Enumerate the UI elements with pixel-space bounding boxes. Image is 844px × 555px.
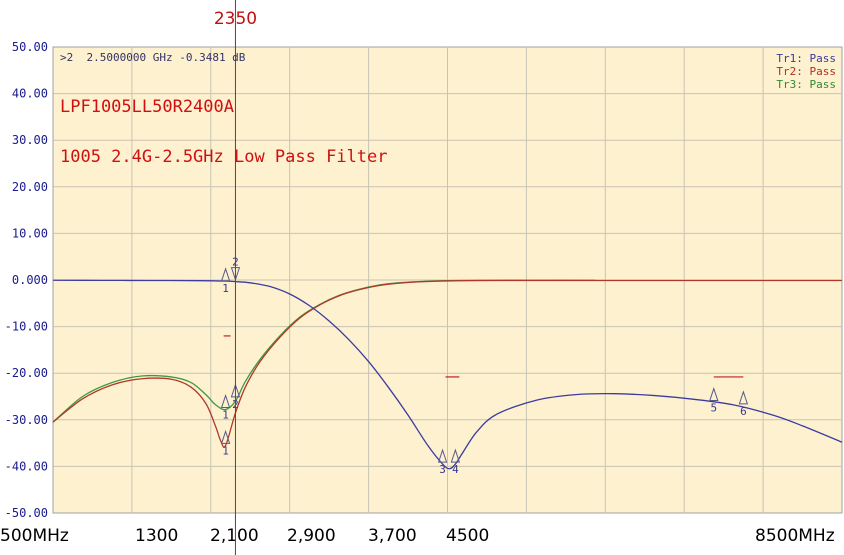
marker-number: 3 (439, 463, 446, 476)
series-line-2 (52, 279, 842, 448)
x-tick-label: 1300 (135, 526, 178, 546)
marker-triangle (437, 448, 448, 463)
marker-number: 1 (222, 409, 229, 422)
marker-1[interactable]: 1 (220, 393, 231, 422)
marker-triangle (709, 386, 719, 402)
marker-3[interactable]: 3 (437, 448, 448, 476)
marker-triangle (220, 267, 231, 282)
annotation-description: 1005 2.4G-2.5GHz Low Pass Filter (60, 147, 388, 167)
x-tick-label: 4500 (446, 526, 489, 546)
marker-number: 1 (222, 444, 229, 457)
x-tick-label: 3,700 (368, 526, 417, 546)
limit-lines (223, 335, 744, 378)
marker-triangle (738, 390, 749, 405)
x-tick-label: 8500MHz (755, 526, 835, 546)
cursor-label: 2350 (214, 9, 257, 29)
y-tick-label: -30.00 (5, 413, 48, 427)
marker-4[interactable]: 4 (450, 448, 461, 476)
marker-number: 1 (222, 282, 229, 295)
x-axis-ticks: 500MHz 1300 2,100 2,900 3,700 4500 8500MHz (0, 526, 835, 546)
y-tick-label: -20.00 (5, 366, 48, 380)
y-tick-label: 50.00 (12, 40, 48, 54)
marker-number: 4 (452, 463, 459, 476)
marker-triangle (220, 429, 231, 444)
marker-1[interactable]: 1 (220, 267, 231, 295)
marker-6[interactable]: 6 (738, 390, 749, 418)
marker-triangle (220, 393, 231, 409)
y-tick-label: -10.00 (5, 320, 48, 334)
y-tick-label: -50.00 (5, 506, 48, 520)
x-tick-label: 2,900 (287, 526, 336, 546)
y-tick-label: 20.00 (12, 180, 48, 194)
marker-readout: >2 2.5000000 GHz -0.3481 dB (60, 51, 246, 64)
annotation-part-number: LPF1005LL50R2400A (60, 97, 234, 117)
x-tick-label: 2,100 (210, 526, 259, 546)
marker-5[interactable]: 5 (709, 386, 719, 415)
marker-1[interactable]: 1 (220, 429, 231, 457)
cursor: 2350 (214, 0, 257, 555)
y-tick-label: 30.00 (12, 133, 48, 147)
y-axis-ticks: 50.00 40.00 30.00 20.00 10.00 0.000 -10.00 -20.… (5, 40, 48, 520)
x-tick-label: 500MHz (0, 526, 69, 546)
y-tick-label: 0.000 (12, 273, 48, 287)
y-tick-label: 40.00 (12, 87, 48, 101)
y-tick-label: 10.00 (12, 226, 48, 240)
legend-entry: Tr2: Pass (776, 65, 836, 78)
marker-triangle (450, 448, 461, 463)
y-tick-label: -40.00 (5, 459, 48, 473)
marker-number: 5 (710, 402, 717, 415)
legend-entry: Tr3: Pass (776, 78, 836, 91)
legend-entry: Tr1: Pass (776, 52, 836, 65)
marker-number: 6 (740, 405, 747, 418)
